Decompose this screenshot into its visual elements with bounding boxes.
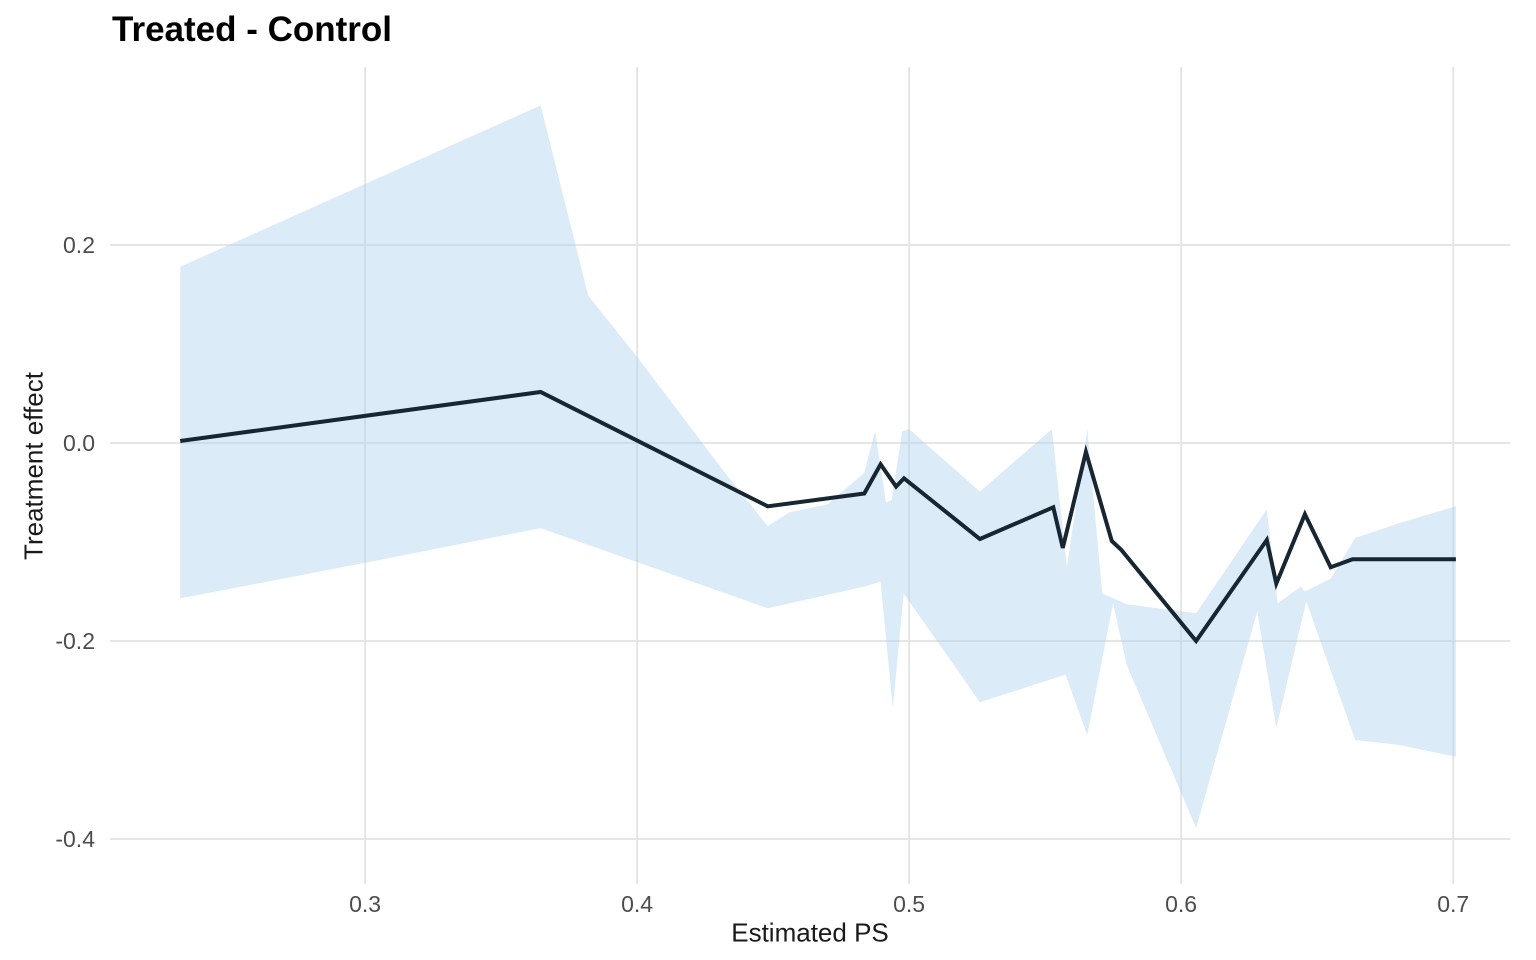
y-tick-label: 0.0 — [63, 430, 95, 456]
x-tick-label: 0.6 — [1165, 891, 1197, 917]
effect-line — [179, 389, 1456, 645]
y-tick-label: -0.2 — [55, 628, 95, 654]
y-tick-label: -0.4 — [55, 826, 95, 852]
x-axis-title: Estimated PS — [731, 917, 889, 948]
confidence-ribbon — [180, 105, 1456, 829]
chart-title: Treated - Control — [112, 10, 393, 49]
x-tick-label: 0.7 — [1437, 891, 1469, 917]
gridlines — [110, 67, 1510, 884]
x-tick-label: 0.3 — [349, 891, 381, 917]
x-tick-label: 0.4 — [621, 891, 653, 917]
x-tick-label: 0.5 — [893, 891, 925, 917]
y-tick-label: 0.2 — [63, 232, 95, 258]
